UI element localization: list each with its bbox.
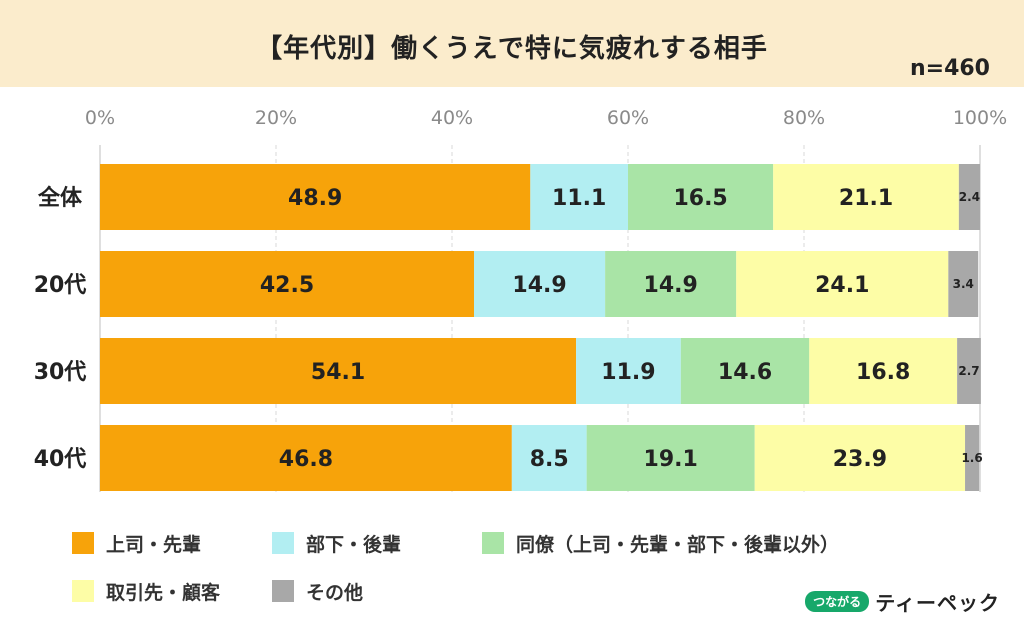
x-tick-label: 40% [431,107,473,129]
logo-name: ティーペック [875,591,1000,615]
legend-item: 同僚（上司・先輩・部下・後輩以外） [482,531,840,556]
bar-segment [605,251,737,317]
category-label: 全体 [37,185,83,211]
category-label: 40代 [34,447,87,472]
bar-segment [576,338,681,404]
legend-label: 同僚（上司・先輩・部下・後輩以外） [516,533,840,556]
bar-segment [965,425,980,491]
bar-segment [100,338,577,404]
legend-label: 部下・後輩 [306,533,402,556]
category-label: 30代 [34,360,87,385]
data-label: 14.9 [512,273,566,298]
sample-size: n=460 [909,56,990,81]
logo-badge: つながる [805,591,870,612]
data-label: 1.6 [961,451,982,465]
bar-segment [754,425,966,491]
bar-segment [100,425,512,491]
bar-segment [530,164,628,230]
chart-title: 【年代別】働くうえで特に気疲れする相手 [256,34,768,64]
data-label: 54.1 [311,360,365,385]
data-label: 11.1 [552,186,606,211]
bar-segment [628,164,774,230]
x-tick-label: 60% [607,107,649,129]
data-label: 2.7 [958,364,979,378]
data-label: 46.8 [279,447,333,472]
x-tick-label: 20% [255,107,297,129]
legend-swatch [72,532,94,554]
legend-label: その他 [306,581,364,604]
x-tick-label: 0% [85,107,115,129]
legend-swatch [72,580,94,602]
legend-item: 上司・先輩 [72,531,202,556]
data-label: 14.9 [644,273,698,298]
data-label: 8.5 [530,447,569,472]
bar-segment [958,164,980,230]
legend-label: 上司・先輩 [106,533,202,556]
bar-segment [736,251,949,317]
bar-segment [586,425,755,491]
legend-swatch [272,532,294,554]
data-label: 21.1 [839,186,893,211]
bar-segment [100,251,474,317]
data-label: 48.9 [288,186,342,211]
data-label: 16.5 [673,186,727,211]
bar-segment [957,338,981,404]
category-label: 20代 [34,273,87,298]
bar-segment [809,338,958,404]
data-label: 11.9 [601,360,655,385]
x-tick-label: 80% [783,107,825,129]
legend-swatch [482,532,504,554]
x-tick-label: 100% [953,107,1007,129]
bar-segment [680,338,810,404]
legend-swatch [272,580,294,602]
data-label: 24.1 [815,273,869,298]
bar-segment [773,164,959,230]
legend-item: 取引先・顧客 [72,579,221,604]
legend-item: 部下・後輩 [272,531,402,556]
data-label: 19.1 [644,447,698,472]
bar-segment [100,164,531,230]
bar-segment [511,425,587,491]
data-label: 2.4 [959,190,980,204]
bar-segment [948,251,979,317]
legend-item: その他 [272,579,364,604]
bar-segment [474,251,606,317]
data-label: 14.6 [718,360,772,385]
company-logo: つながる ティーペック [805,587,1000,616]
legend-label: 取引先・顧客 [106,581,221,604]
data-label: 23.9 [833,447,887,472]
data-label: 3.4 [953,277,974,291]
data-label: 42.5 [260,273,314,298]
data-label: 16.8 [856,360,910,385]
title-banner [0,0,1024,87]
